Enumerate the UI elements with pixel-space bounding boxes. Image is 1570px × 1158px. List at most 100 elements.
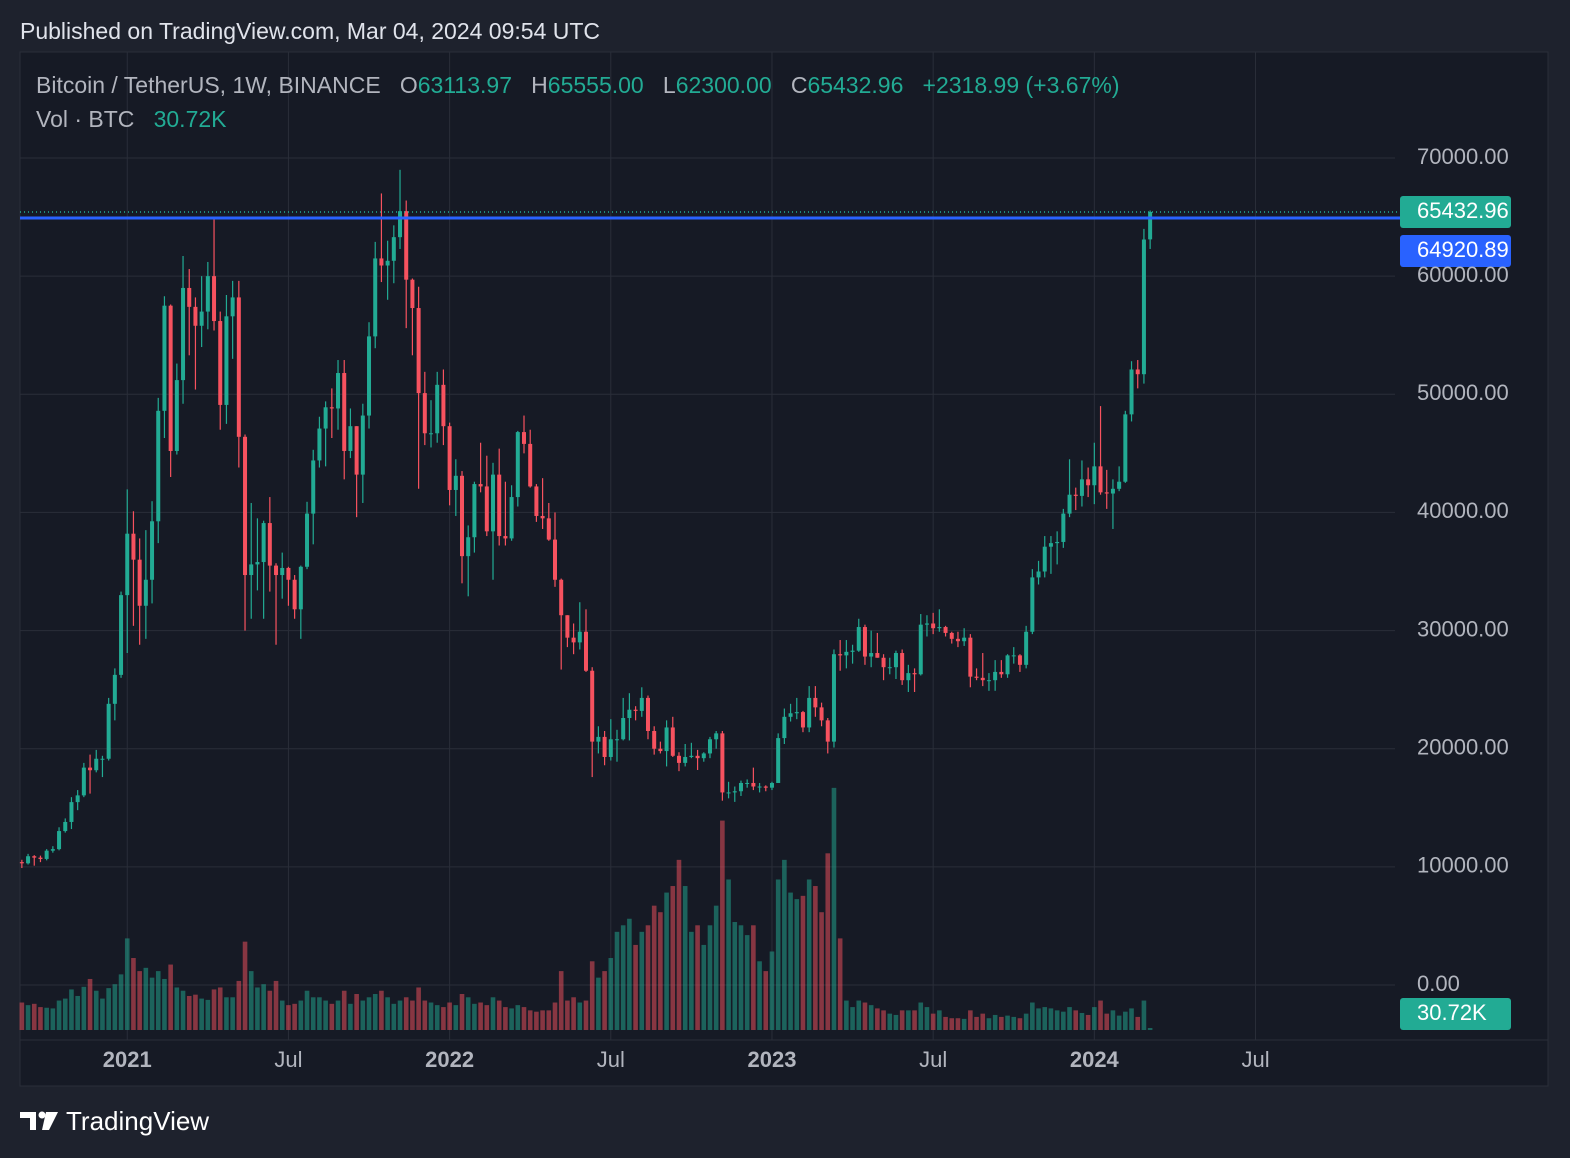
volume-bar — [155, 971, 161, 1030]
candle-body — [583, 631, 588, 671]
candle-body — [707, 739, 712, 754]
candle-body — [862, 627, 867, 657]
volume-bar — [217, 987, 223, 1030]
volume-bar — [1147, 1027, 1153, 1030]
volume-bar — [961, 1018, 967, 1030]
volume-bar — [416, 987, 421, 1030]
y-tick-label: 40000.00 — [1417, 498, 1509, 523]
candle-body — [280, 567, 285, 576]
last-price-label: 65432.96 — [1417, 198, 1509, 223]
volume-bar — [118, 974, 124, 1030]
volume-bar — [360, 1000, 366, 1030]
volume-bar — [31, 1003, 37, 1030]
volume-bar — [329, 1003, 335, 1030]
volume-last-box — [1400, 998, 1511, 1030]
candle-body — [856, 627, 861, 651]
volume-bar — [211, 989, 217, 1030]
candle-body — [1079, 479, 1084, 496]
volume-bar — [1061, 1011, 1066, 1030]
volume-bar — [298, 1000, 304, 1030]
x-tick-label: Jul — [274, 1047, 302, 1072]
candle-body — [336, 373, 341, 409]
candle-body — [50, 849, 55, 851]
candle-body — [429, 433, 434, 435]
volume-bar — [893, 1014, 899, 1030]
volume-bar — [695, 925, 700, 1030]
volume-bar — [825, 853, 831, 1030]
volume-bar — [552, 1002, 558, 1030]
last-price-box — [1400, 195, 1511, 228]
candle-body — [255, 562, 260, 565]
candle-body — [912, 673, 917, 675]
volume-bar — [899, 1010, 905, 1030]
volume-bar — [137, 971, 142, 1030]
candle-body — [993, 671, 998, 681]
candle-body — [1061, 513, 1066, 542]
volume-bar — [577, 1002, 583, 1030]
candle-body — [88, 767, 93, 771]
volume-bar — [453, 1005, 459, 1030]
candle-body — [776, 738, 781, 783]
volume-bar — [602, 971, 607, 1030]
volume-bar — [924, 1007, 930, 1030]
candle-body — [528, 443, 533, 487]
candle-body — [509, 497, 514, 539]
candle-body — [714, 733, 719, 740]
volume-bar — [472, 1003, 477, 1030]
volume-bar — [87, 978, 93, 1030]
candle-body — [1017, 655, 1022, 665]
volume-bar — [992, 1014, 998, 1030]
candle-body — [974, 676, 979, 678]
volume-last-label: 30.72K — [1417, 1000, 1487, 1025]
volume-bar — [503, 1007, 508, 1030]
candle-body — [676, 755, 681, 763]
y-tick-label: 60000.00 — [1417, 262, 1509, 287]
candle-body — [621, 717, 626, 740]
candle-body — [1110, 488, 1115, 494]
candle-body — [69, 802, 74, 822]
volume-bar — [844, 1000, 849, 1030]
volume-bar — [682, 886, 688, 1030]
y-tick-label: 0.00 — [1417, 971, 1460, 996]
volume-bar — [527, 1010, 533, 1030]
candle-body — [881, 657, 886, 668]
candle-body — [63, 821, 68, 832]
y-tick-label: 70000.00 — [1417, 144, 1509, 169]
volume-bar — [955, 1018, 961, 1030]
ohlc-key: H — [531, 72, 548, 98]
volume-bar — [1017, 1018, 1023, 1030]
candle-body — [174, 380, 179, 451]
candle-body — [937, 627, 942, 629]
candle-body — [404, 211, 409, 280]
candle-body — [379, 258, 384, 266]
candle-body — [1148, 211, 1153, 240]
volume-bar — [69, 989, 74, 1030]
volume-bar — [546, 1010, 552, 1030]
candle-body — [26, 856, 31, 864]
volume-bar — [273, 980, 279, 1030]
volume-bar — [149, 977, 155, 1030]
volume-bar — [949, 1018, 955, 1030]
hline-price-label: 64920.89 — [1417, 237, 1509, 262]
candle-body — [1141, 239, 1146, 375]
volume-bar — [100, 998, 105, 1030]
candle-body — [81, 767, 86, 796]
candle-body — [800, 712, 805, 728]
candle-body — [1042, 546, 1047, 572]
candle-body — [831, 654, 836, 742]
volume-bar — [447, 1002, 452, 1030]
volume-bar — [81, 986, 87, 1030]
candle-body — [212, 276, 217, 322]
candle-body — [1117, 481, 1122, 489]
candle-body — [398, 211, 403, 238]
candle-body — [441, 384, 446, 427]
candle-body — [162, 305, 167, 411]
volume-bar — [403, 997, 409, 1030]
volume-bar — [608, 958, 614, 1030]
ohlc-value: 65432.96 — [807, 72, 904, 98]
volume-bar — [199, 998, 204, 1030]
volume-bar — [379, 990, 384, 1030]
volume-bar — [478, 1002, 483, 1030]
volume-bar — [224, 997, 229, 1030]
